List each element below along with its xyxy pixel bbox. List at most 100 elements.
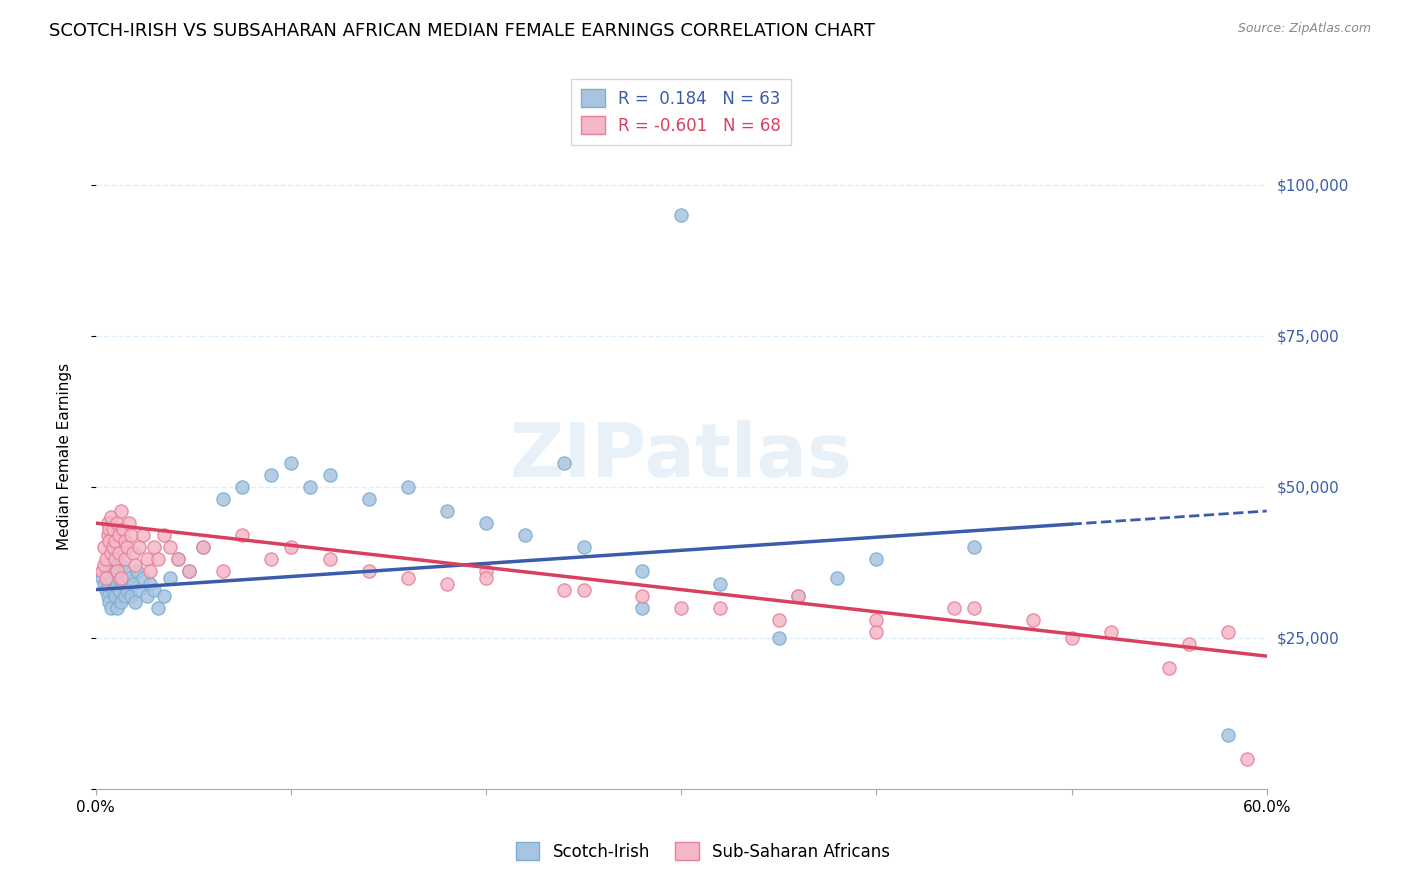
Point: [108, 582, 131, 597]
Point: [709, 600, 731, 615]
Point: [108, 546, 131, 560]
Point: [122, 546, 145, 560]
Point: [90, 570, 112, 584]
Point: [135, 552, 157, 566]
Point: [122, 576, 145, 591]
Point: [513, 528, 536, 542]
Point: [98, 522, 121, 536]
Point: [114, 589, 136, 603]
Point: [1177, 637, 1199, 651]
Point: [94, 582, 117, 597]
Point: [114, 534, 136, 549]
Point: [128, 541, 150, 555]
Point: [131, 570, 153, 584]
Point: [159, 541, 181, 555]
Text: Source: ZipAtlas.com: Source: ZipAtlas.com: [1237, 22, 1371, 36]
Point: [98, 576, 121, 591]
Point: [787, 589, 810, 603]
Point: [143, 541, 166, 555]
Point: [1216, 624, 1239, 639]
Point: [94, 552, 117, 566]
Point: [396, 480, 419, 494]
Point: [103, 565, 125, 579]
Point: [112, 576, 135, 591]
Point: [98, 534, 121, 549]
Point: [104, 552, 127, 566]
Point: [865, 613, 887, 627]
Point: [191, 541, 214, 555]
Point: [631, 565, 654, 579]
Point: [1021, 613, 1043, 627]
Point: [118, 516, 141, 530]
Text: SCOTCH-IRISH VS SUBSAHARAN AFRICAN MEDIAN FEMALE EARNINGS CORRELATION CHART: SCOTCH-IRISH VS SUBSAHARAN AFRICAN MEDIA…: [49, 22, 876, 40]
Point: [139, 576, 162, 591]
Point: [709, 576, 731, 591]
Point: [115, 582, 138, 597]
Text: ZIPatlas: ZIPatlas: [510, 420, 852, 493]
Point: [125, 565, 148, 579]
Point: [1159, 661, 1181, 675]
Point: [631, 600, 654, 615]
Point: [166, 552, 188, 566]
Point: [98, 595, 121, 609]
Point: [211, 565, 233, 579]
Point: [436, 504, 458, 518]
Point: [166, 552, 188, 566]
Point: [96, 589, 118, 603]
Point: [963, 600, 986, 615]
Point: [120, 528, 142, 542]
Point: [110, 558, 132, 573]
Point: [211, 491, 233, 506]
Point: [104, 552, 127, 566]
Point: [103, 541, 125, 555]
Point: [179, 565, 201, 579]
Point: [118, 570, 141, 584]
Point: [631, 589, 654, 603]
Point: [93, 576, 115, 591]
Point: [94, 570, 117, 584]
Point: [768, 613, 790, 627]
Point: [110, 570, 132, 584]
Point: [108, 570, 131, 584]
Point: [103, 582, 125, 597]
Point: [105, 600, 128, 615]
Point: [1060, 631, 1083, 645]
Point: [231, 480, 253, 494]
Point: [280, 456, 302, 470]
Point: [260, 467, 283, 482]
Point: [827, 570, 849, 584]
Point: [299, 480, 322, 494]
Point: [93, 558, 115, 573]
Point: [124, 558, 146, 573]
Point: [110, 504, 132, 518]
Point: [553, 582, 575, 597]
Point: [865, 552, 887, 566]
Point: [104, 534, 127, 549]
Y-axis label: Median Female Earnings: Median Female Earnings: [58, 363, 72, 550]
Point: [179, 565, 201, 579]
Point: [943, 600, 966, 615]
Point: [96, 516, 118, 530]
Point: [191, 541, 214, 555]
Point: [153, 589, 176, 603]
Point: [1099, 624, 1122, 639]
Point: [1236, 752, 1258, 766]
Point: [131, 528, 153, 542]
Point: [128, 582, 150, 597]
Point: [671, 208, 693, 222]
Point: [475, 570, 498, 584]
Point: [105, 516, 128, 530]
Point: [100, 570, 122, 584]
Point: [357, 565, 380, 579]
Point: [260, 552, 283, 566]
Point: [159, 570, 181, 584]
Point: [96, 558, 118, 573]
Point: [671, 600, 693, 615]
Point: [436, 576, 458, 591]
Point: [231, 528, 253, 542]
Point: [553, 456, 575, 470]
Point: [475, 565, 498, 579]
Point: [100, 546, 122, 560]
Point: [114, 565, 136, 579]
Point: [103, 522, 125, 536]
